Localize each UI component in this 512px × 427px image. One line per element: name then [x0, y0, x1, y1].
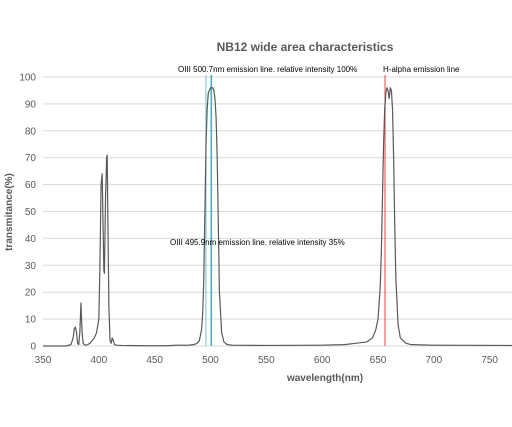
x-tick-label: 700	[425, 355, 442, 366]
annotation-oiii-500: OIII 500.7nm emission line. relative int…	[178, 65, 357, 74]
x-axis-label: wavelength(nm)	[286, 373, 363, 384]
y-tick-label: 50	[25, 207, 37, 218]
y-tick-label: 80	[25, 126, 37, 137]
x-tick-label: 750	[481, 355, 498, 366]
annotation-oiii-495: OIII 495.9nm emission line. relative int…	[170, 238, 345, 247]
x-tick-label: 400	[90, 355, 107, 366]
transmission-series	[43, 87, 512, 347]
x-tick-label: 650	[370, 355, 387, 366]
emission-lines	[205, 75, 386, 346]
y-tick-label: 100	[19, 73, 36, 84]
x-tick-label: 450	[146, 355, 163, 366]
y-tick-label: 70	[25, 153, 37, 164]
y-tick-label: 60	[25, 180, 37, 191]
x-tick-label: 500	[202, 355, 219, 366]
y-tick-label: 20	[25, 288, 37, 299]
x-tick-label: 350	[35, 355, 52, 366]
y-tick-label: 10	[25, 315, 37, 326]
y-tick-label: 40	[25, 234, 37, 245]
x-axis-ticks: 350 400 450 500 550 600 650 700 750	[35, 355, 499, 366]
y-tick-label: 0	[30, 342, 36, 353]
y-axis-label: transmitance(%)	[4, 173, 15, 251]
y-tick-label: 90	[25, 99, 37, 110]
chart-title: NB12 wide area characteristics	[217, 40, 394, 54]
annotation-h-alpha: H-alpha emission line	[383, 65, 460, 74]
y-tick-label: 30	[25, 261, 37, 272]
transmission-curve	[43, 87, 512, 347]
x-tick-label: 600	[314, 355, 331, 366]
y-axis-ticks: 0 10 20 30 40 50 60 70 80 90 100	[19, 73, 36, 353]
gridlines	[43, 76, 512, 347]
x-tick-label: 550	[258, 355, 275, 366]
